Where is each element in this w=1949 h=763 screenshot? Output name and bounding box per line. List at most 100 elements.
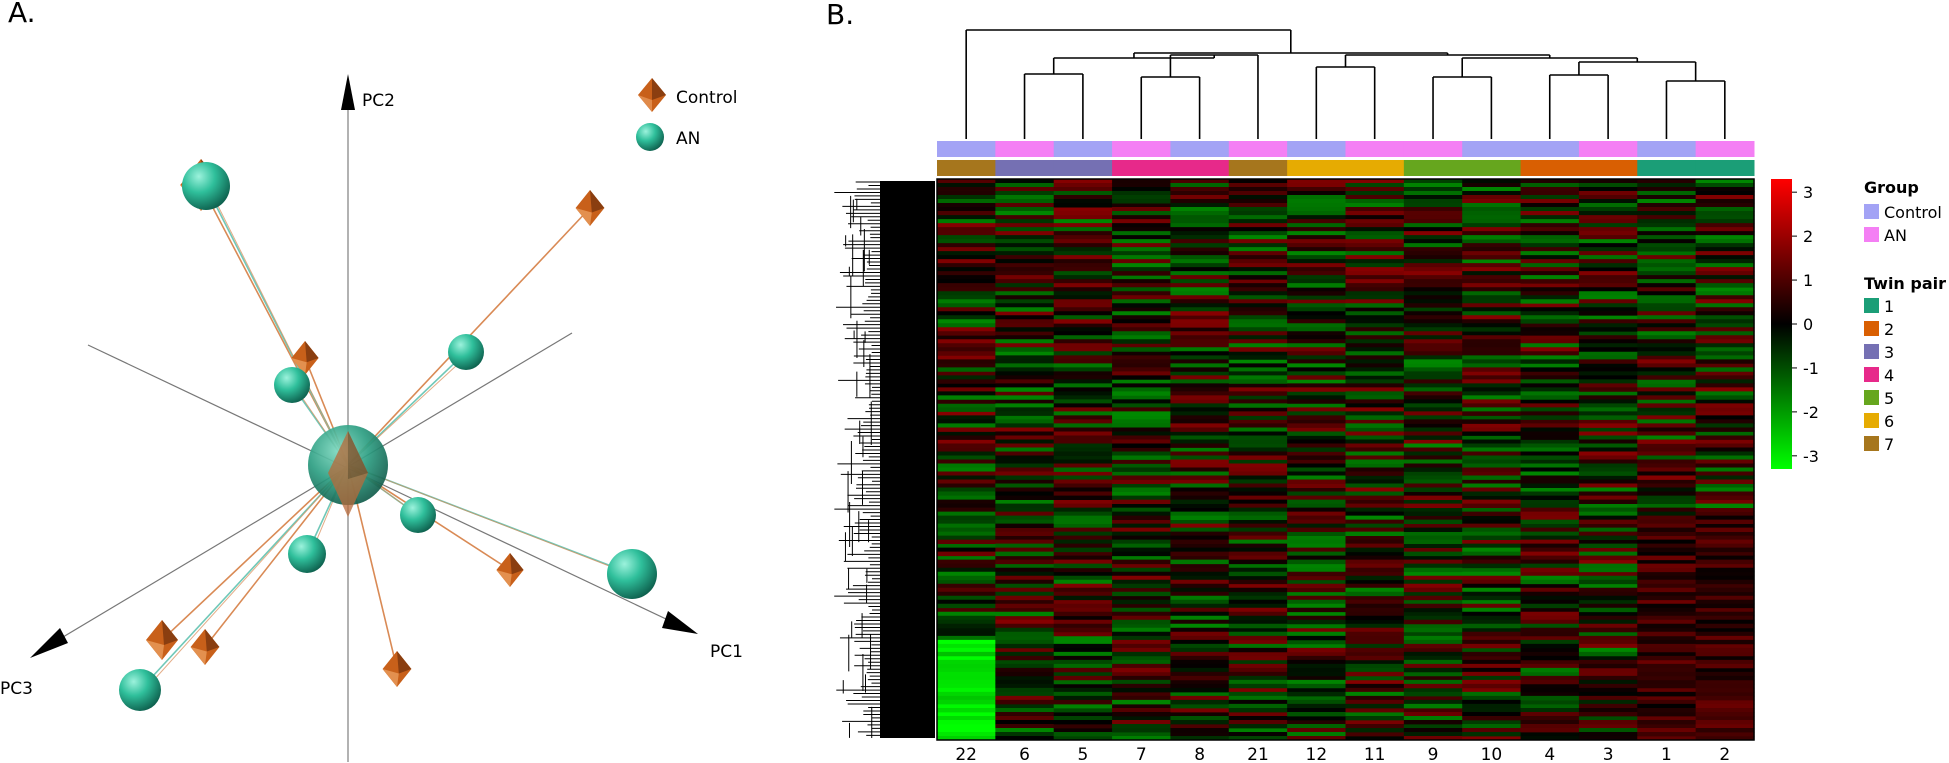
heatmap-cells — [1520, 555, 1580, 561]
heatmap-cells — [1637, 331, 1697, 336]
heatmap-cells — [1287, 471, 1347, 476]
heatmap-cells — [1520, 591, 1580, 597]
heatmap-cells — [1462, 315, 1522, 320]
heatmap-cells — [937, 691, 996, 697]
heatmap-cells — [1578, 195, 1638, 200]
heatmap-cells — [1287, 527, 1347, 533]
heatmap-cells — [1520, 663, 1580, 669]
heatmap-cells — [1637, 223, 1697, 228]
heatmap-cells — [1170, 451, 1230, 456]
heatmap-cells — [1112, 687, 1172, 693]
column-label: 21 — [1247, 745, 1269, 763]
heatmap-cells — [1462, 411, 1522, 416]
heatmap-cells — [1345, 187, 1405, 192]
heatmap-cells — [1170, 651, 1230, 657]
heatmap-cells — [1695, 187, 1755, 192]
heatmap-cells — [1228, 187, 1288, 192]
heatmap-cells — [1345, 415, 1405, 420]
heatmap-cells — [937, 271, 996, 276]
heatmap-cells — [995, 239, 1055, 244]
heatmap-cells — [995, 443, 1055, 448]
heatmap-cells — [1287, 183, 1347, 188]
heatmap-cells — [1520, 619, 1580, 625]
heatmap-cells — [1520, 527, 1580, 533]
heatmap-cells — [1170, 319, 1230, 324]
twin-legend-swatch — [1864, 367, 1879, 382]
heatmap-cells — [1403, 727, 1463, 733]
heatmap-cells — [937, 539, 996, 545]
heatmap-cells — [1403, 719, 1463, 725]
heatmap-cells — [1287, 247, 1347, 252]
heatmap-cells — [937, 695, 996, 701]
heatmap-cells — [937, 619, 996, 625]
heatmap-cells — [937, 527, 996, 533]
heatmap-cells — [1287, 683, 1347, 689]
heatmap-cells — [1228, 271, 1288, 276]
pc1-axis-label: PC1 — [710, 642, 743, 662]
heatmap-cells — [1053, 559, 1113, 565]
group-annotation-cell — [1053, 141, 1113, 157]
heatmap-cells — [1170, 615, 1230, 621]
heatmap-cells — [937, 603, 996, 609]
heatmap-cells — [937, 507, 996, 512]
heatmap-cells — [937, 491, 996, 496]
heatmap-cells — [1637, 419, 1697, 424]
heatmap-cells — [937, 235, 996, 240]
heatmap-cells — [1637, 263, 1697, 268]
heatmap-cells — [937, 283, 996, 288]
heatmap-cells — [937, 299, 996, 304]
heatmap-cells — [1170, 363, 1230, 368]
heatmap-cells — [1112, 591, 1172, 597]
heatmap-cells — [1637, 643, 1697, 649]
twin-annotation-cell — [1578, 160, 1638, 176]
heatmap-cells — [1345, 611, 1405, 617]
heatmap-cells — [1112, 439, 1172, 444]
heatmap-cells — [1112, 527, 1172, 533]
heatmap-cells — [1228, 251, 1288, 256]
heatmap-cells — [995, 655, 1055, 661]
pc2-arrow-icon — [341, 74, 355, 110]
heatmap-cells — [1462, 211, 1522, 216]
colorbar-tick-label: -2 — [1803, 403, 1819, 422]
heatmap-cells — [1403, 479, 1463, 484]
heatmap-cells — [1053, 587, 1113, 593]
heatmap-cells — [995, 199, 1055, 204]
heatmap-cells — [1228, 543, 1288, 549]
heatmap-cells — [1403, 207, 1463, 212]
heatmap-cells — [1053, 639, 1113, 645]
heatmap-cells — [1695, 355, 1755, 360]
heatmap-cells — [1578, 563, 1638, 569]
heatmap-cells — [1345, 407, 1405, 412]
heatmap-cells — [1462, 643, 1522, 649]
heatmap-cells — [1637, 699, 1697, 705]
heatmap-cells — [1345, 319, 1405, 324]
heatmap-cells — [1287, 415, 1347, 420]
heatmap-cells — [1228, 579, 1288, 585]
heatmap-cells — [1170, 635, 1230, 641]
row-dendrogram-leaves — [880, 181, 935, 738]
heatmap-cells — [1112, 619, 1172, 625]
heatmap-cells — [1578, 511, 1638, 516]
heatmap-cells — [1403, 443, 1463, 448]
heatmap-cells — [1520, 559, 1580, 565]
heatmap-cells — [1053, 563, 1113, 569]
heatmap-cells — [1345, 471, 1405, 476]
heatmap-cells — [1112, 347, 1172, 352]
heatmap-cells — [1170, 591, 1230, 597]
heatmap-cells — [1578, 343, 1638, 348]
heatmap-cells — [1403, 551, 1463, 557]
heatmap-cells — [1578, 627, 1638, 665]
heatmap-cells — [995, 451, 1055, 456]
heatmap-cells — [1170, 575, 1230, 581]
heatmap-cells — [995, 419, 1055, 424]
heatmap-cells — [1112, 407, 1172, 412]
heatmap-cells — [1170, 275, 1230, 280]
heatmap-cells — [937, 367, 996, 372]
heatmap-cells — [1520, 263, 1580, 268]
heatmap-cells — [1637, 655, 1697, 661]
heatmap-cells — [1578, 699, 1638, 705]
centroid-control-diamond — [328, 431, 368, 517]
heatmap-cells — [1345, 411, 1405, 416]
heatmap-cells — [1403, 487, 1463, 492]
heatmap-cells — [995, 335, 1055, 340]
